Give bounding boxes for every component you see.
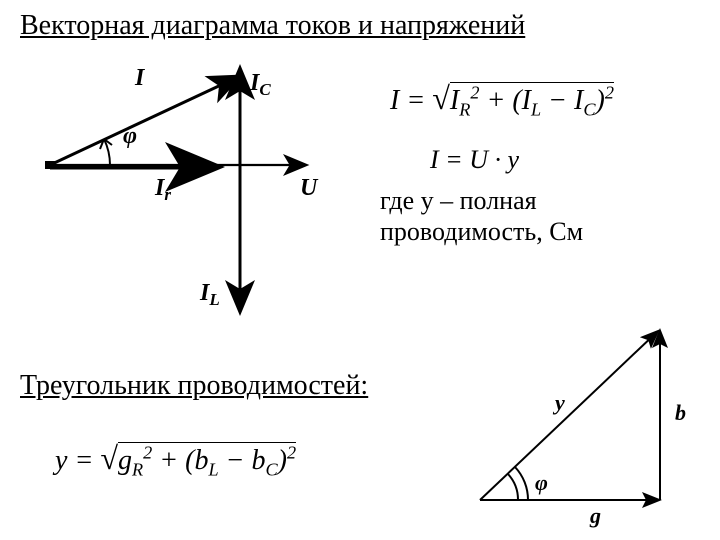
origin-marker [45,161,55,169]
label-b: b [675,400,686,425]
triangle-phi-arc [508,474,518,500]
formula-current: I = √IR2 + (IL − IC)2 [390,80,614,121]
label-g: g [589,503,601,528]
label-Ir: Ir [154,175,171,204]
label-IL: IL [199,280,220,309]
label-phi: φ [123,123,137,149]
triangle-hypotenuse [480,332,657,500]
label-tri-phi: φ [535,470,548,495]
triangle-diagram: y b g φ [450,310,700,530]
label-IC: IC [249,70,271,99]
formula-ohm: I = U · y [430,145,519,175]
vector-diagram: I IC φ U Ir IL [20,55,340,335]
explanation-text: где y – полная проводимость, См [380,185,583,247]
formula-admittance: y = √gR2 + (bL − bC)2 [55,440,296,481]
page-title: Векторная диаграмма токов и напряжений [20,10,525,42]
subtitle: Треугольник проводимостей: [20,370,368,402]
label-I: I [134,65,146,91]
label-U: U [300,175,319,201]
label-y: y [552,390,565,415]
